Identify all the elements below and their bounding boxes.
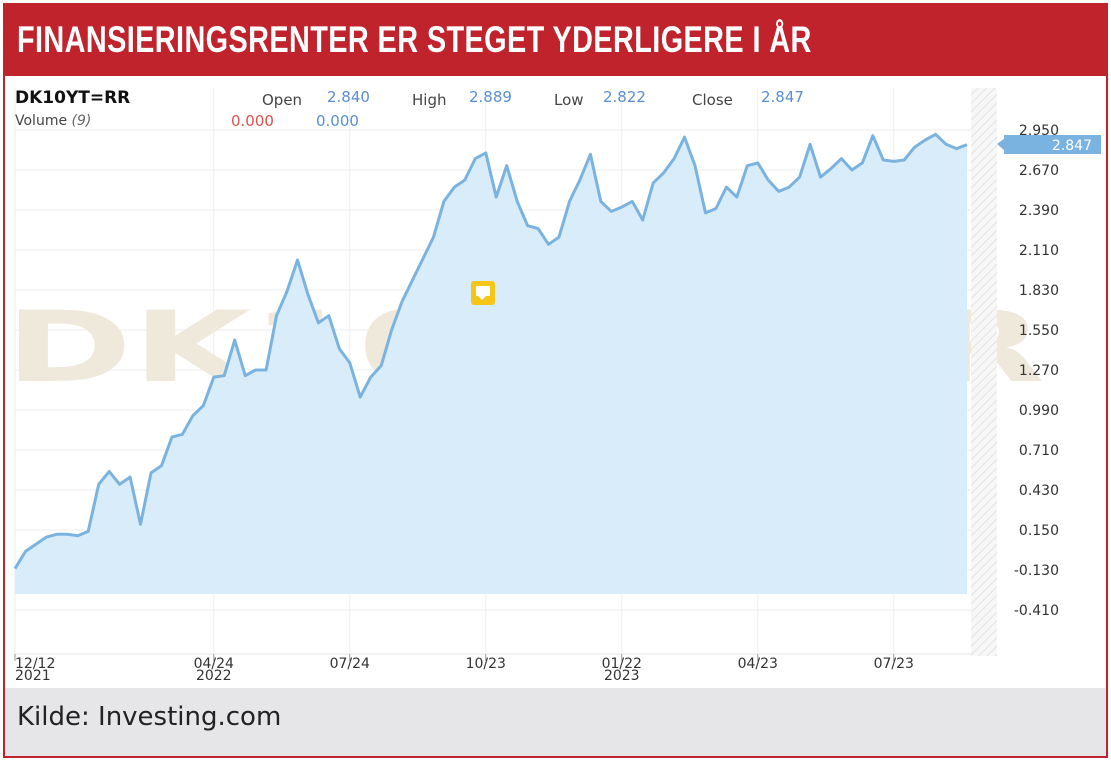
y-tick-label: 0.430 — [1019, 483, 1059, 499]
x-tick-sublabel: 2022 — [196, 668, 232, 684]
y-tick-label: 0.150 — [1019, 523, 1059, 539]
x-tick-label: 12/12 — [15, 656, 55, 672]
high-value: 2.889 — [469, 88, 512, 106]
title-banner: FINANSIERINGSRENTER ER STEGET YDERLIGERE… — [5, 5, 1106, 76]
series-line — [13, 132, 968, 570]
x-tick-sublabel: 2023 — [604, 668, 640, 684]
volume-period: (9) — [71, 113, 92, 129]
low-value: 2.822 — [603, 88, 646, 106]
y-tick-label: 0.710 — [1019, 443, 1059, 459]
y-tick-label: 1.830 — [1019, 283, 1059, 299]
source-footer: Kilde: Investing.com — [5, 688, 1106, 756]
close-value: 2.847 — [761, 88, 804, 106]
volume-value-1: 0.000 — [231, 112, 274, 130]
infographic-frame: FINANSIERINGSRENTER ER STEGET YDERLIGERE… — [3, 3, 1108, 758]
x-tick-label: 01/22 — [602, 656, 642, 672]
volume-label-text: Volume — [15, 113, 68, 129]
y-tick-label: 2.670 — [1019, 163, 1059, 179]
y-tick-label: 0.990 — [1019, 403, 1059, 419]
high-label: High — [412, 91, 447, 109]
banner-title: FINANSIERINGSRENTER ER STEGET YDERLIGERE… — [17, 19, 812, 60]
y-tick-label: 1.550 — [1019, 323, 1059, 339]
last-price-tag: 2.847 — [997, 135, 1101, 154]
y-tick-label: -0.130 — [1014, 563, 1059, 579]
y-tick-label: 2.110 — [1019, 243, 1059, 259]
comment-icon[interactable] — [471, 281, 495, 305]
volume-value-2: 0.000 — [316, 112, 359, 130]
low-label: Low — [554, 91, 584, 109]
last-price-tag-label: 2.847 — [1052, 138, 1092, 154]
last-price-tag-box — [1004, 135, 1101, 154]
x-tick-label: 07/23 — [874, 656, 914, 672]
symbol-label: DK10YT=RR — [15, 88, 131, 108]
x-tick-label: 04/24 — [194, 656, 234, 672]
x-tick-label: 07/24 — [330, 656, 370, 672]
x-tick-label: 10/23 — [466, 656, 506, 672]
x-tick-sublabel: 2021 — [15, 668, 51, 684]
area-fill — [15, 134, 967, 595]
right-hatched-margin — [971, 88, 997, 656]
y-axis: 2.9502.6702.3902.1101.8301.5501.2700.990… — [1014, 123, 1059, 619]
close-label: Close — [692, 91, 733, 109]
open-value: 2.840 — [327, 88, 370, 106]
price-chart: DK10YT=RR 2.9502.6702.3902.1101.8301.550… — [5, 88, 1101, 684]
x-tick-label: 04/23 — [738, 656, 778, 672]
chart-area: DK10YT=RR 2.9502.6702.3902.1101.8301.550… — [5, 76, 1106, 688]
last-price-tag-arrow — [997, 138, 1005, 151]
open-label: Open — [262, 91, 303, 109]
volume-label: Volume (9) — [15, 113, 91, 129]
y-tick-label: 1.270 — [1019, 363, 1059, 379]
y-tick-label: -0.410 — [1014, 603, 1059, 619]
source-text: Kilde: Investing.com — [17, 702, 282, 732]
y-tick-label: 2.390 — [1019, 203, 1059, 219]
